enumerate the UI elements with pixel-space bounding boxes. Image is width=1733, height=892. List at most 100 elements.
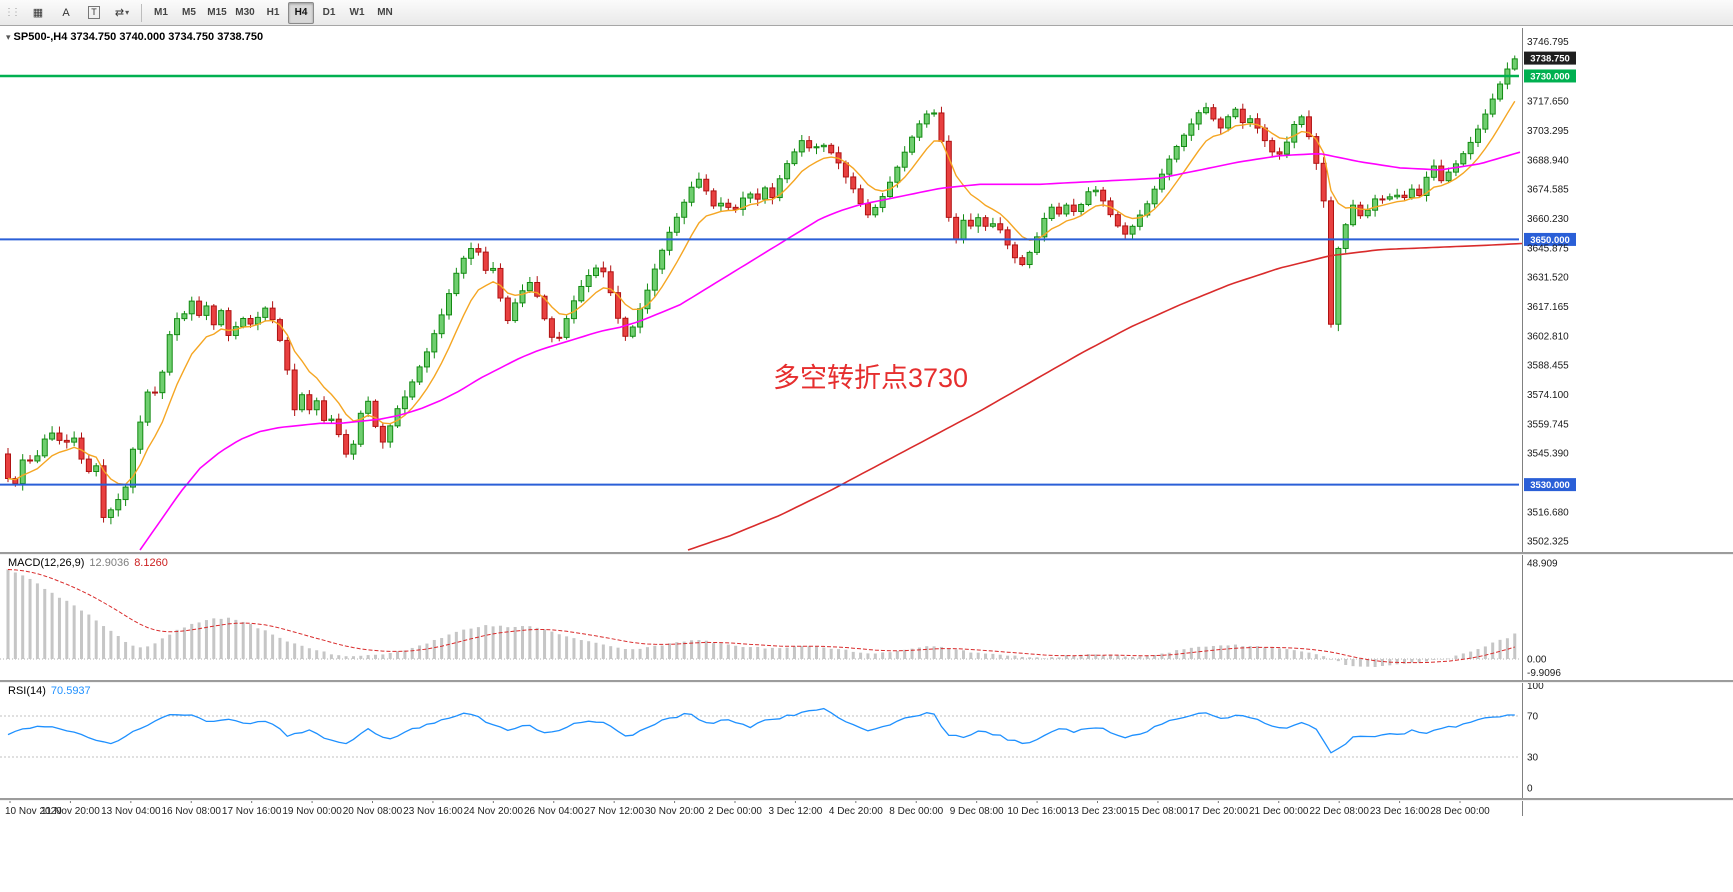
price-axis-label: 3559.745 xyxy=(1527,419,1569,430)
chart-menu-icon[interactable]: ▾ xyxy=(6,32,11,42)
price-badge xyxy=(1524,478,1576,492)
frame-label-tool-button[interactable]: T xyxy=(81,2,107,24)
time-axis-label: 19 Nov 00:00 xyxy=(282,806,342,817)
panel-splitter-macd[interactable] xyxy=(0,552,1733,555)
macd-label: MACD(12,26,9) xyxy=(8,557,85,569)
macd-signal-line xyxy=(7,569,1515,664)
time-axis-label: 8 Dec 00:00 xyxy=(889,806,943,817)
symbol-ohlc-header: ▾ SP500-,H4 3734.750 3740.000 3734.750 37… xyxy=(6,31,263,43)
time-axis-label: 21 Dec 00:00 xyxy=(1249,806,1309,817)
price-axis-label: 3588.455 xyxy=(1527,361,1569,372)
price-badge-label: 3738.750 xyxy=(1530,54,1570,65)
time-axis-label: 26 Nov 04:00 xyxy=(524,806,584,817)
price-badge-label: 3730.000 xyxy=(1530,71,1570,82)
rsi-label: RSI(14) xyxy=(8,685,46,697)
panel-splitter-rsi[interactable] xyxy=(0,680,1733,683)
cycle-symbols-tool-button[interactable]: ⇄ ▾ xyxy=(109,2,135,24)
price-axis-label: 3617.165 xyxy=(1527,302,1569,313)
tile-windows-button[interactable]: ▦ xyxy=(25,2,51,24)
macd-axis-label: 48.909 xyxy=(1527,558,1558,569)
timeframe-m1-button[interactable]: M1 xyxy=(154,7,168,18)
timeframe-h4-button[interactable]: H4 xyxy=(288,1,314,24)
time-axis-label: 9 Dec 08:00 xyxy=(950,806,1004,817)
time-axis-label: 15 Dec 08:00 xyxy=(1128,806,1188,817)
time-axis-label: 20 Nov 08:00 xyxy=(343,806,403,817)
macd-indicator-header: MACD(12,26,9) 12.9036 8.1260 xyxy=(8,557,168,569)
time-axis-label: 28 Dec 00:00 xyxy=(1430,806,1490,817)
macd-main-value: 12.9036 xyxy=(89,557,130,569)
time-axis-label: 10 Nov 2020 xyxy=(5,806,62,817)
price-badge xyxy=(1524,232,1576,246)
time-axis[interactable] xyxy=(0,800,1733,818)
timeframe-w1-button[interactable]: W1 xyxy=(349,7,365,18)
time-axis-label: 13 Nov 04:00 xyxy=(101,806,161,817)
symbol-ohlc-text: SP500-,H4 3734.750 3740.000 3734.750 373… xyxy=(13,31,264,43)
timeframe-mn-button[interactable]: MN xyxy=(377,7,393,18)
chart-canvas[interactable]: 3738.750 3730.000 3650.000 3530.000 3746.795… xyxy=(0,26,1733,892)
price-axis-label: 3645.875 xyxy=(1527,243,1569,254)
price-badge xyxy=(1524,69,1576,83)
price-badge-label: 3650.000 xyxy=(1530,235,1570,246)
price-axis-label: 3688.940 xyxy=(1527,155,1569,166)
time-axis-label: 23 Nov 16:00 xyxy=(403,806,463,817)
time-axis-label: 17 Dec 20:00 xyxy=(1189,806,1249,817)
price-axis-label: 3660.230 xyxy=(1527,214,1569,225)
time-axis-label: 11 Nov 20:00 xyxy=(41,806,100,817)
timeframe-h1-button[interactable]: H1 xyxy=(266,7,280,18)
time-axis-label: 4 Dec 20:00 xyxy=(829,806,883,817)
time-axis-label: 30 Nov 20:00 xyxy=(645,806,705,817)
time-axis-label: 22 Dec 08:00 xyxy=(1309,806,1369,817)
rsi-axis-label: 100 xyxy=(1527,681,1544,692)
price-axis-label: 3703.295 xyxy=(1527,126,1569,137)
tile-windows-icon: ▦ xyxy=(32,7,44,19)
macd-axis-label: 0.00 xyxy=(1527,655,1547,666)
dropdown-caret-icon: ▾ xyxy=(125,8,130,17)
macd-signal-value: 8.1260 xyxy=(134,557,168,569)
time-axis-label: 16 Nov 08:00 xyxy=(162,806,222,817)
time-axis-label: 24 Nov 20:00 xyxy=(464,806,524,817)
rsi-axis-label: 0 xyxy=(1527,783,1533,794)
frame-label-tool-icon: T xyxy=(88,6,100,19)
price-axis-label: 3674.585 xyxy=(1527,185,1569,196)
rsi-indicator-header: RSI(14) 70.5937 xyxy=(8,685,91,697)
timeframe-m15-button[interactable]: M15 xyxy=(207,7,227,18)
price-badge-label: 3530.000 xyxy=(1530,480,1570,491)
price-axis-label: 3631.520 xyxy=(1527,273,1569,284)
chart-annotation-text: 多空转折点3730 xyxy=(773,363,969,393)
rsi-axis-label: 30 xyxy=(1527,753,1539,764)
price-axis-label: 3516.680 xyxy=(1527,507,1569,518)
time-axis-label: 13 Dec 23:00 xyxy=(1068,806,1128,817)
rsi-line xyxy=(7,707,1515,754)
text-tool-button[interactable]: A xyxy=(53,2,79,24)
macd-axis-label: -9.9096 xyxy=(1527,668,1561,679)
macd-histogram xyxy=(6,569,1517,667)
time-axis-label: 17 Nov 16:00 xyxy=(222,806,282,817)
price-axis-label: 3545.390 xyxy=(1527,449,1569,460)
cycle-symbols-tool-icon: ⇄ xyxy=(114,7,125,19)
price-badge xyxy=(1524,51,1576,65)
price-axis-label: 3574.100 xyxy=(1527,390,1569,401)
rsi-value: 70.5937 xyxy=(50,685,91,697)
timeframe-m30-button[interactable]: M30 xyxy=(235,7,255,18)
time-axis-label: 10 Dec 16:00 xyxy=(1007,806,1067,817)
ma-mid-line xyxy=(139,151,1521,551)
candles-layer xyxy=(5,55,1518,525)
toolbar-separator xyxy=(141,3,142,22)
timeframe-m5-button[interactable]: M5 xyxy=(182,7,196,18)
chart-area: 3738.750 3730.000 3650.000 3530.000 3746.795… xyxy=(0,26,1733,892)
price-axis[interactable] xyxy=(1523,26,1733,798)
ma-slow-line xyxy=(687,242,1523,551)
time-axis-label: 23 Dec 16:00 xyxy=(1370,806,1430,817)
time-axis-label: 3 Dec 12:00 xyxy=(768,806,822,817)
moving-averages-layer xyxy=(7,100,1523,551)
price-axis-label: 3746.795 xyxy=(1527,37,1569,48)
time-axis-label: 2 Dec 00:00 xyxy=(708,806,762,817)
time-axis-label: 27 Nov 12:00 xyxy=(584,806,644,817)
text-tool-icon: A xyxy=(62,6,70,19)
price-axis-label: 3502.325 xyxy=(1527,537,1569,548)
timeframe-d1-button[interactable]: D1 xyxy=(322,7,336,18)
rsi-axis-label: 70 xyxy=(1527,712,1539,723)
price-axis-label: 3602.810 xyxy=(1527,331,1569,342)
panel-splitter-timescale[interactable] xyxy=(0,798,1733,801)
toolbar-drag-handle[interactable]: ⋮⋮ xyxy=(4,7,21,18)
